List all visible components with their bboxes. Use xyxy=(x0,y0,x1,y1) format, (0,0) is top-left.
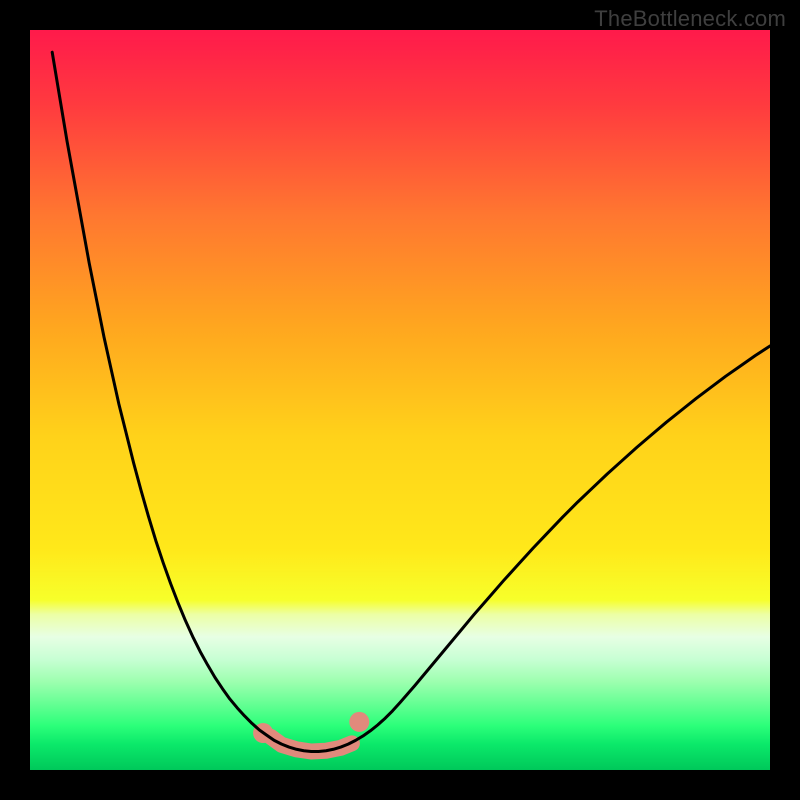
bottleneck-curve-chart xyxy=(0,0,800,800)
watermark-text: TheBottleneck.com xyxy=(594,6,786,32)
chart-frame: TheBottleneck.com xyxy=(0,0,800,800)
highlight-dot-1 xyxy=(349,712,369,732)
